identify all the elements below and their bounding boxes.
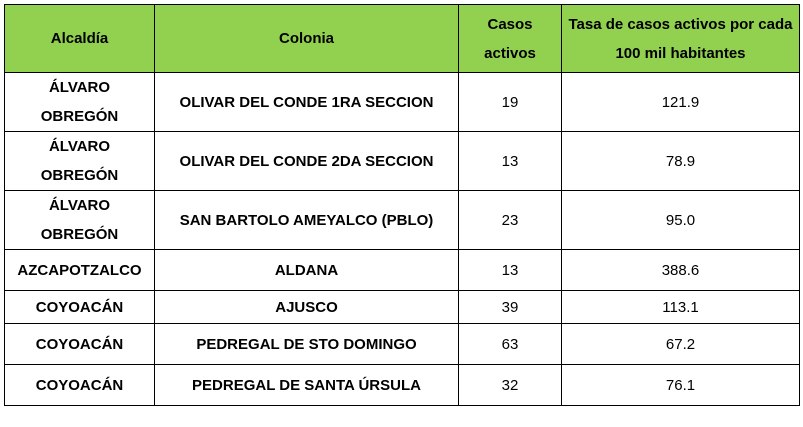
cell-casos: 39 [458, 290, 562, 324]
cell-tasa: 388.6 [561, 249, 800, 291]
table-row: ÁLVARO OBREGÓN OLIVAR DEL CONDE 1RA SECC… [4, 72, 800, 132]
cell-alcaldia: COYOACÁN [4, 290, 155, 324]
table-row: COYOACÁN AJUSCO 39 113.1 [4, 290, 800, 324]
cell-tasa: 78.9 [561, 131, 800, 191]
cell-casos: 13 [458, 249, 562, 291]
cell-alcaldia: COYOACÁN [4, 364, 155, 406]
cell-colonia: OLIVAR DEL CONDE 1RA SECCION [154, 72, 459, 132]
header-tasa: Tasa de casos activos por cada 100 mil h… [561, 4, 800, 73]
cell-colonia: PEDREGAL DE STO DOMINGO [154, 323, 459, 365]
cell-tasa: 67.2 [561, 323, 800, 365]
cell-alcaldia: COYOACÁN [4, 323, 155, 365]
cell-casos: 63 [458, 323, 562, 365]
cases-table: Alcaldía Colonia Casos activos Tasa de c… [4, 4, 800, 406]
cell-colonia: OLIVAR DEL CONDE 2DA SECCION [154, 131, 459, 191]
header-colonia: Colonia [154, 4, 459, 73]
table-row: COYOACÁN PEDREGAL DE STO DOMINGO 63 67.2 [4, 323, 800, 365]
table-row: ÁLVARO OBREGÓN OLIVAR DEL CONDE 2DA SECC… [4, 131, 800, 191]
table-header-row: Alcaldía Colonia Casos activos Tasa de c… [4, 4, 800, 73]
cell-alcaldia: ÁLVARO OBREGÓN [4, 190, 155, 250]
cell-colonia: AJUSCO [154, 290, 459, 324]
table-row: AZCAPOTZALCO ALDANA 13 388.6 [4, 249, 800, 291]
cell-tasa: 121.9 [561, 72, 800, 132]
cell-casos: 13 [458, 131, 562, 191]
header-casos-activos: Casos activos [458, 4, 562, 73]
cell-casos: 19 [458, 72, 562, 132]
cell-alcaldia: ÁLVARO OBREGÓN [4, 72, 155, 132]
table-row: COYOACÁN PEDREGAL DE SANTA ÚRSULA 32 76.… [4, 364, 800, 406]
header-alcaldia: Alcaldía [4, 4, 155, 73]
cell-tasa: 76.1 [561, 364, 800, 406]
cell-tasa: 95.0 [561, 190, 800, 250]
table-row: ÁLVARO OBREGÓN SAN BARTOLO AMEYALCO (PBL… [4, 190, 800, 250]
cell-colonia: SAN BARTOLO AMEYALCO (PBLO) [154, 190, 459, 250]
cell-casos: 23 [458, 190, 562, 250]
cell-colonia: ALDANA [154, 249, 459, 291]
cell-alcaldia: ÁLVARO OBREGÓN [4, 131, 155, 191]
cell-colonia: PEDREGAL DE SANTA ÚRSULA [154, 364, 459, 406]
cell-alcaldia: AZCAPOTZALCO [4, 249, 155, 291]
cell-tasa: 113.1 [561, 290, 800, 324]
cell-casos: 32 [458, 364, 562, 406]
